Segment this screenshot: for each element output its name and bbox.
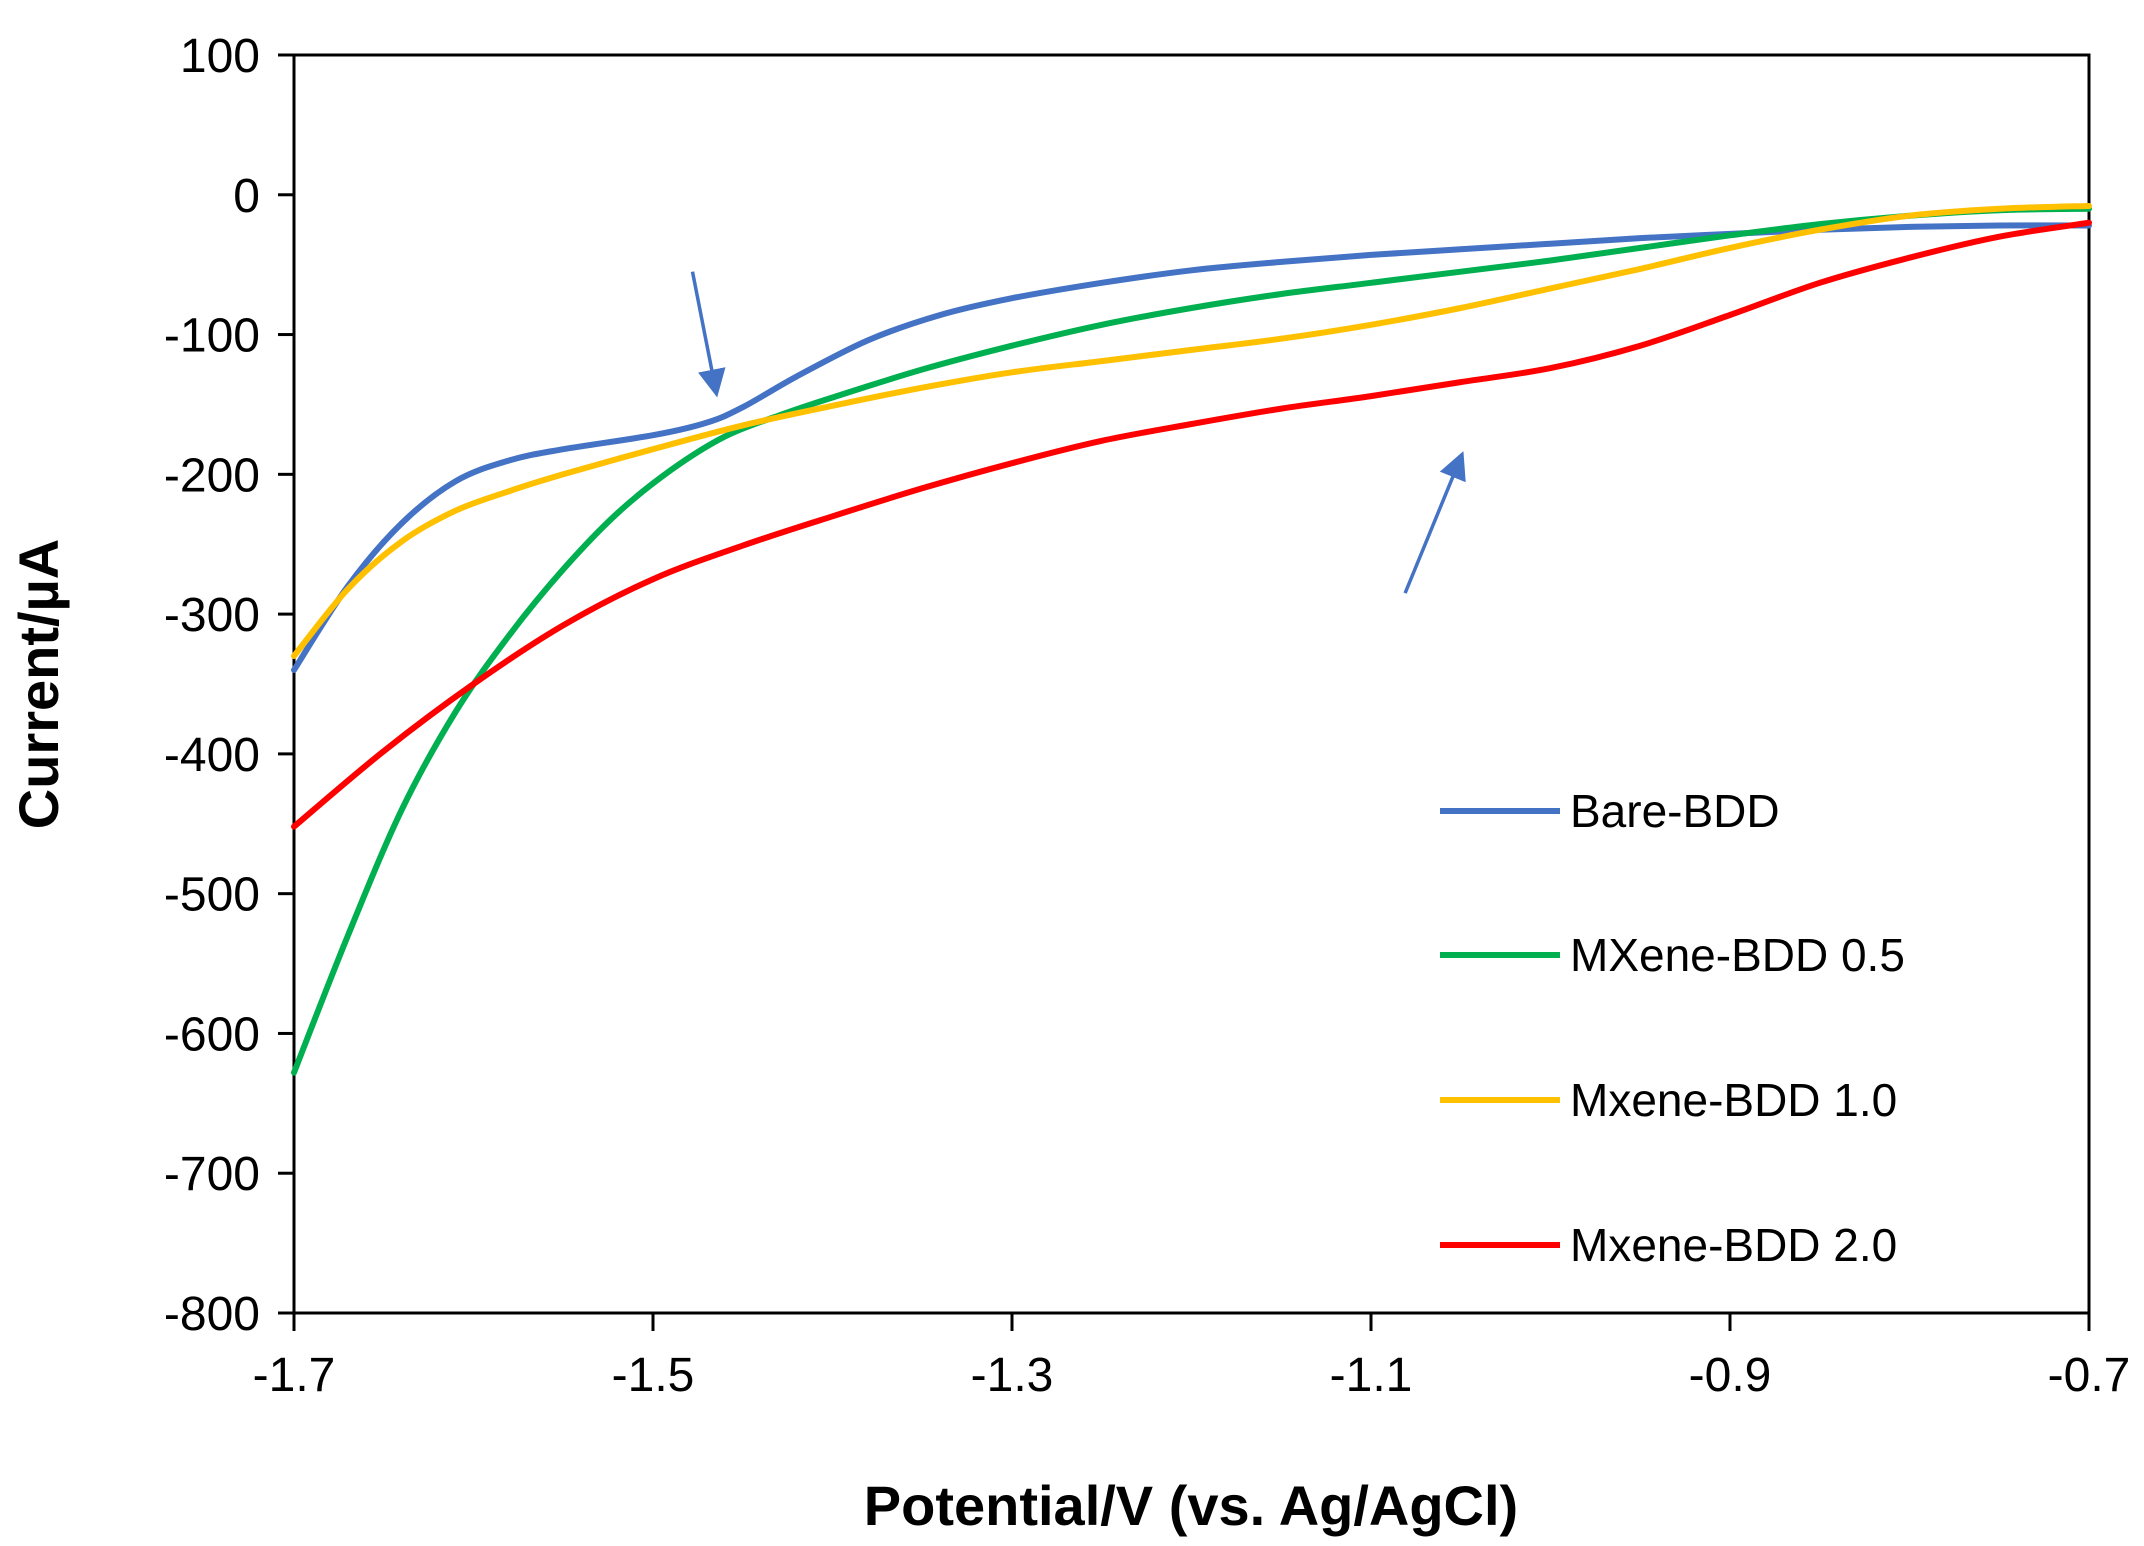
y-tick-label: -700 bbox=[164, 1148, 260, 1201]
legend-label-3: Mxene-BDD 1.0 bbox=[1570, 1074, 1897, 1126]
y-tick-label: 0 bbox=[233, 170, 260, 223]
y-tick-label: -100 bbox=[164, 310, 260, 363]
x-tick-label: -0.7 bbox=[2048, 1349, 2131, 1402]
y-tick-label: -400 bbox=[164, 729, 260, 782]
legend-label-1: Bare-BDD bbox=[1570, 785, 1780, 837]
x-tick-label: -1.5 bbox=[612, 1349, 695, 1402]
plot-area-frame bbox=[292, 53, 2091, 1315]
annotation-layer bbox=[690, 271, 1466, 594]
scan-direction-arrow-up bbox=[1403, 451, 1466, 594]
y-tick-label: -500 bbox=[164, 869, 260, 922]
y-axis-title: Current/µA bbox=[7, 539, 70, 830]
y-tick-label: 100 bbox=[180, 30, 260, 83]
y-tick-label: -800 bbox=[164, 1288, 260, 1341]
scan-direction-arrow-down bbox=[690, 271, 726, 398]
series-layer bbox=[291, 203, 2092, 1076]
legend: Bare-BDD MXene-BDD 0.5 Mxene-BDD 1.0 Mxene-… bbox=[1440, 785, 1905, 1271]
y-tick-label: -200 bbox=[164, 449, 260, 502]
x-tick-label: -1.7 bbox=[253, 1349, 336, 1402]
legend-label-2: MXene-BDD 0.5 bbox=[1570, 929, 1905, 981]
series-line-3 bbox=[291, 203, 2092, 659]
y-axis-ticks: 100 0 -100 -200 -300 -400 -500 -600 -700 -800 bbox=[164, 30, 294, 1341]
x-tick-label: -1.3 bbox=[971, 1349, 1054, 1402]
x-tick-label: -1.1 bbox=[1330, 1349, 1413, 1402]
x-axis-title: Potential/V (vs. Ag/AgCl) bbox=[864, 1474, 1518, 1537]
legend-label-4: Mxene-BDD 2.0 bbox=[1570, 1219, 1897, 1271]
series-line-1 bbox=[291, 222, 2092, 673]
y-tick-label: -300 bbox=[164, 589, 260, 642]
x-axis-ticks: -1.7 -1.5 -1.3 -1.1 -0.9 -0.7 bbox=[253, 1313, 2131, 1402]
x-tick-label: -0.9 bbox=[1689, 1349, 1772, 1402]
series-line-2 bbox=[291, 205, 2092, 1076]
y-tick-label: -600 bbox=[164, 1008, 260, 1061]
series-line-4 bbox=[291, 219, 2092, 830]
